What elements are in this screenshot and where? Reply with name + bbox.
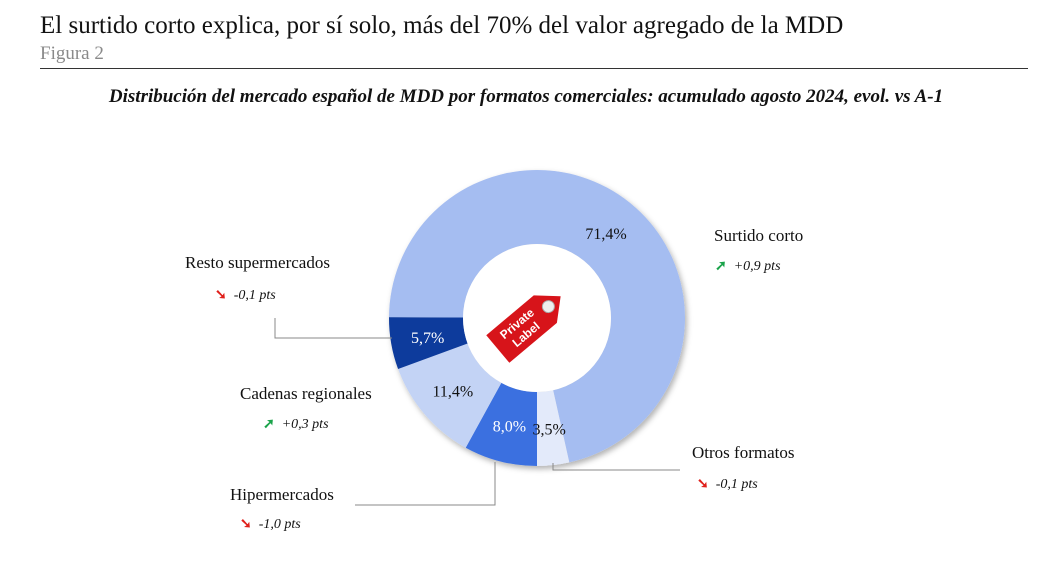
slice-surtido-corto — [389, 170, 686, 463]
leader-line-hiper — [355, 462, 496, 506]
slice-resto-supermercados — [389, 317, 468, 370]
legend-otros: Otros formatos — [692, 443, 795, 462]
arrow-down-icon: ➘ — [697, 477, 709, 492]
divider — [40, 68, 1028, 69]
legend-surtido: Surtido corto — [714, 226, 804, 245]
data-label: 5,7% — [411, 330, 444, 347]
figure-number: Figura 2 — [40, 43, 104, 64]
data-label: 3,5% — [533, 421, 566, 438]
data-label-surtido: 71,4% — [585, 226, 627, 243]
slice-hipermercados — [465, 382, 537, 466]
change-hiper: ➘ -1,0 pts — [240, 517, 301, 532]
arrow-up-icon: ➚ — [715, 259, 727, 274]
arrow-down-icon: ➘ — [215, 288, 227, 303]
page-title: El surtido corto explica, por sí solo, m… — [40, 12, 844, 39]
data-label: 11,4% — [432, 383, 473, 400]
leader-line-resto — [274, 318, 392, 339]
legend-cadenas: Cadenas regionales — [240, 384, 372, 403]
change-otros: ➘ -0,1 pts — [697, 477, 758, 492]
change-surtido: ➚ +0,9 pts — [715, 259, 781, 274]
change-cadenas: ➚ +0,3 pts — [263, 417, 329, 432]
arrow-up-icon: ➚ — [263, 417, 275, 432]
legend-hiper: Hipermercados — [230, 485, 334, 504]
chart-title: Distribución del mercado español de MDD … — [108, 86, 944, 107]
data-label: 8,0% — [493, 419, 526, 436]
slice-cadenas-regionales — [398, 343, 502, 448]
legend-resto: Resto supermercados — [185, 253, 330, 272]
leader-line-otros — [552, 463, 680, 471]
slice-otros-formatos — [537, 390, 570, 466]
change-resto: ➘ -0,1 pts — [215, 288, 276, 303]
arrow-down-icon: ➘ — [240, 517, 252, 532]
